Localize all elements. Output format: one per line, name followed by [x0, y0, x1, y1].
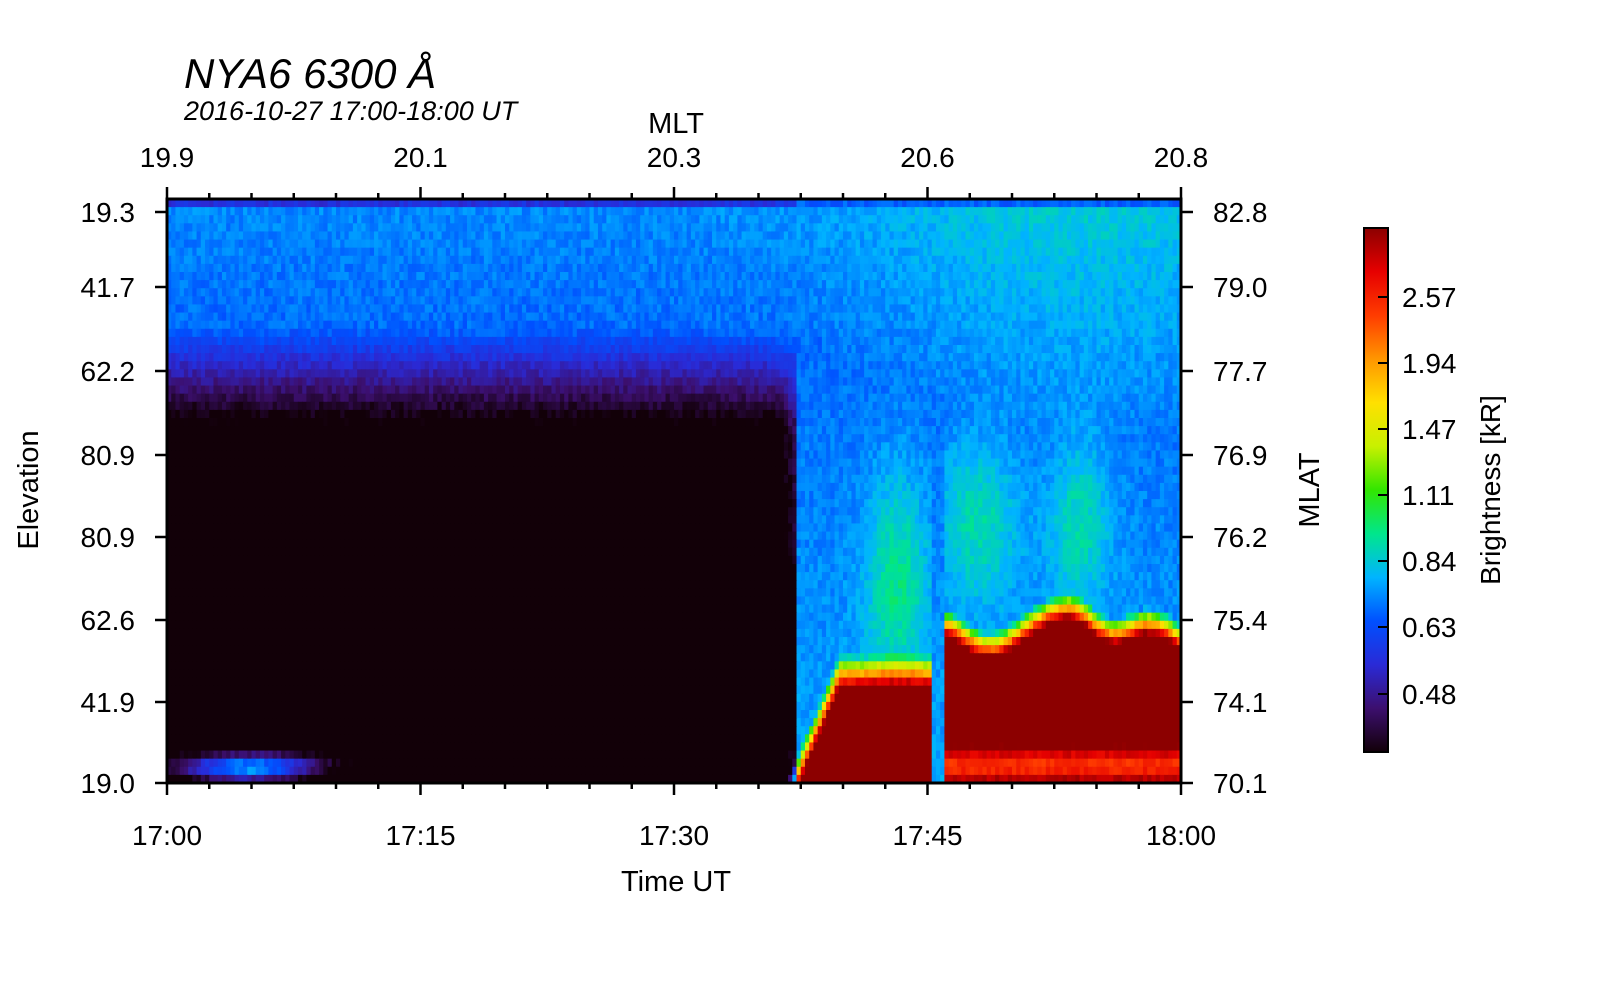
colorbar-tick-label: 2.57: [1402, 282, 1457, 313]
y-tick-label: 41.9: [81, 687, 136, 718]
y-right-tick-label: 76.9: [1213, 440, 1268, 471]
top-axis-label: MLT: [648, 108, 704, 140]
colorbar: [1363, 227, 1389, 753]
colorbar-ticks: 0.48 0.63 0.84 1.11 1.47 1.94 2.57: [1378, 282, 1457, 710]
y-tick-label: 80.9: [81, 440, 136, 471]
x-tick-label: 18:00: [1146, 820, 1216, 851]
y-right-tick-label: 77.7: [1213, 356, 1268, 387]
x-top-tick-label: 20.8: [1154, 142, 1209, 173]
y-axis-label: Elevation: [13, 430, 45, 549]
x-tick-label: 17:45: [892, 820, 962, 851]
y-right-tick-label: 82.8: [1213, 197, 1268, 228]
colorbar-tick-label: 0.63: [1402, 612, 1457, 643]
colorbar-tick-label: 1.94: [1402, 348, 1457, 379]
y-right-tick-label: 75.4: [1213, 605, 1268, 636]
x-top-tick-label: 20.1: [393, 142, 448, 173]
axis-tick-labels: 17:00 19.9 17:15 20.1 17:30 20.3 17:45 20.6 18:0…: [81, 142, 1268, 851]
y-right-tick-label: 70.1: [1213, 768, 1268, 799]
y-right-tick-label: 74.1: [1213, 687, 1268, 718]
y-tick-label: 62.6: [81, 605, 136, 636]
y-tick-label: 19.3: [81, 197, 136, 228]
heatmap: [167, 199, 1181, 783]
y-tick-label: 80.9: [81, 522, 136, 553]
y-tick-label: 41.7: [81, 272, 136, 303]
chart-title: NYA6 6300 Å: [184, 50, 436, 97]
colorbar-tick-label: 0.84: [1402, 546, 1457, 577]
x-axis-label: Time UT: [621, 866, 731, 898]
y-tick-label: 62.2: [81, 356, 136, 387]
x-tick-label: 17:00: [132, 820, 202, 851]
colorbar-tick-label: 1.47: [1402, 414, 1457, 445]
y-right-axis-label: MLAT: [1294, 452, 1326, 527]
axis-ticks: [155, 187, 1193, 795]
x-tick-label: 17:30: [639, 820, 709, 851]
y-right-tick-label: 79.0: [1213, 272, 1268, 303]
x-top-tick-label: 19.9: [140, 142, 195, 173]
colorbar-label: Brightness [kR]: [1475, 395, 1506, 585]
colorbar-tick-label: 0.48: [1402, 679, 1457, 710]
y-tick-label: 19.0: [81, 768, 136, 799]
x-top-tick-label: 20.3: [647, 142, 702, 173]
x-tick-label: 17:15: [385, 820, 455, 851]
x-top-tick-label: 20.6: [900, 142, 955, 173]
y-right-tick-label: 76.2: [1213, 522, 1268, 553]
colorbar-tick-label: 1.11: [1402, 480, 1454, 511]
chart-subtitle: 2016-10-27 17:00-18:00 UT: [183, 96, 520, 126]
